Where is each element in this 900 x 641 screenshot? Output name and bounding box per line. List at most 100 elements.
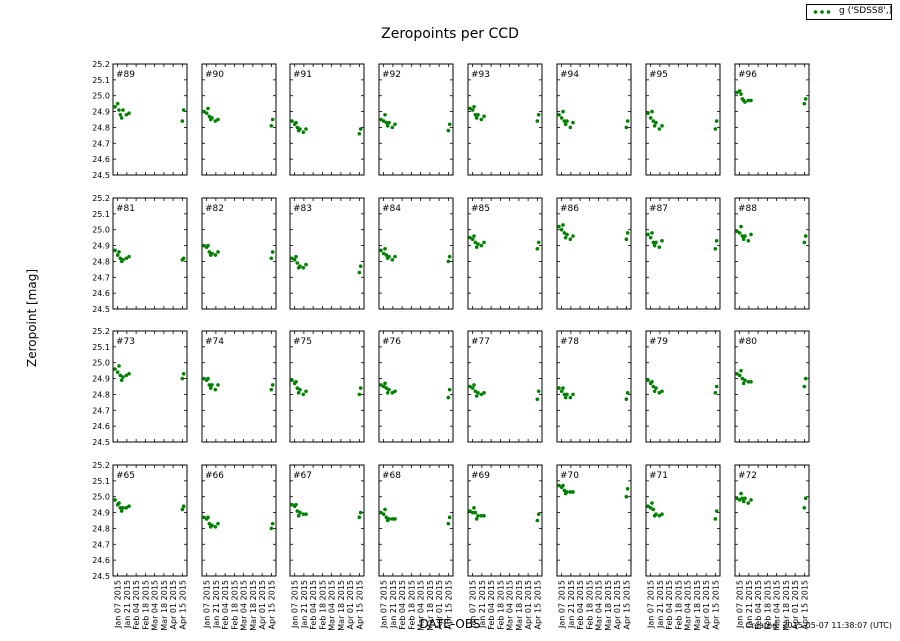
data-point [358,386,363,390]
data-point [383,246,387,251]
data-point [290,119,294,123]
x-tick-label: Feb 04 2015 [665,580,674,630]
ccd-panel-96: #96 [734,63,810,176]
data-point [743,100,747,104]
data-point [468,106,472,111]
data-point [383,507,387,512]
x-tick-label: Apr 15 2015 [355,580,364,629]
data-point [657,513,662,518]
data-point [124,112,129,117]
data-point [298,264,302,268]
data-point [387,517,391,521]
ccd-panel-89: 24.5 24.6 24.7 24.8 24.9 25.0 25.1 25.2 #89 [92,60,188,180]
data-point [357,270,362,275]
panel-frame [645,197,721,310]
data-point [298,387,302,392]
data-point [571,392,575,397]
data-point [385,124,390,128]
x-tick-label: Apr 01 2015 [169,580,178,629]
y-tick-label: 25.2 [92,327,110,336]
data-point [181,108,186,112]
data-point [301,512,306,516]
x-tick-label: Feb 04 2015 [487,580,496,630]
data-point [743,378,747,382]
data-point [384,253,389,257]
data-point [476,391,480,395]
data-point [472,105,476,109]
data-point [292,258,297,262]
x-tick-label: Apr 15 2015 [622,580,631,629]
data-point [202,243,206,248]
data-point [470,386,475,390]
data-point [127,111,131,115]
x-tick-label: Feb 18 2015 [674,580,683,630]
data-point [446,128,451,133]
y-tick-label: 24.8 [92,123,110,132]
x-tick-label: Apr 01 2015 [702,580,711,629]
data-point [181,504,186,509]
panel-frame [556,330,632,443]
panel-label: #65 [116,471,135,481]
data-point [535,119,540,123]
panel-frame [112,63,188,176]
data-point [735,496,739,501]
x-tick-label: Feb 18 2015 [763,580,772,630]
data-point [180,376,185,381]
y-tick-label: 24.6 [92,289,110,298]
data-point [535,246,540,251]
data-point [295,125,300,130]
data-point [379,248,383,253]
data-point [746,501,751,505]
data-point [121,108,125,112]
panel-label: #69 [471,471,490,481]
data-point [470,237,475,242]
data-point [803,496,808,501]
x-tick-label: Jan 07 2015 [558,580,567,629]
ccd-panel-92: #92 [378,63,454,176]
panel-label: #96 [738,70,757,80]
legend-label: g ('SDSS8',) [839,6,893,16]
data-point [117,108,121,112]
data-point [113,498,117,502]
data-point [381,384,386,389]
y-tick-label: 25.0 [92,226,110,235]
data-point [646,504,650,509]
data-point [473,240,478,245]
panel-frame [556,464,632,577]
x-tick-label: Feb 04 2015 [309,580,318,630]
data-point [737,498,742,502]
data-point [393,517,397,521]
data-point [124,373,129,378]
data-point [468,384,472,389]
data-point [651,119,656,123]
y-tick-label: 25.2 [92,194,110,203]
data-point [714,509,719,513]
data-point [714,239,719,243]
panel-label: #73 [116,337,135,347]
data-point [269,124,274,128]
data-point [474,116,479,120]
data-point [561,483,565,488]
panel-label: #93 [471,70,490,80]
data-point [740,234,745,238]
y-tick-label: 24.6 [92,422,110,431]
x-tick-label: Feb 04 2015 [754,580,763,630]
y-tick-label: 24.8 [92,390,110,399]
x-tick-label: Apr 01 2015 [258,580,267,629]
data-point [213,119,218,123]
y-tick-label: 24.9 [92,375,110,384]
x-tick-label: Feb 18 2015 [230,580,239,630]
data-point [207,250,212,254]
panel-label: #87 [649,204,668,214]
data-point [290,256,294,261]
data-point [571,234,575,238]
data-point [479,513,484,518]
panel-label: #92 [382,70,401,80]
panel-frame [734,464,810,577]
x-tick-label: Apr 01 2015 [613,580,622,629]
x-tick-label: Feb 18 2015 [141,580,150,630]
panel-frame [201,197,277,310]
data-point [713,127,718,131]
x-tick-label: Mar 04 2015 [417,580,426,631]
data-point [115,370,120,375]
